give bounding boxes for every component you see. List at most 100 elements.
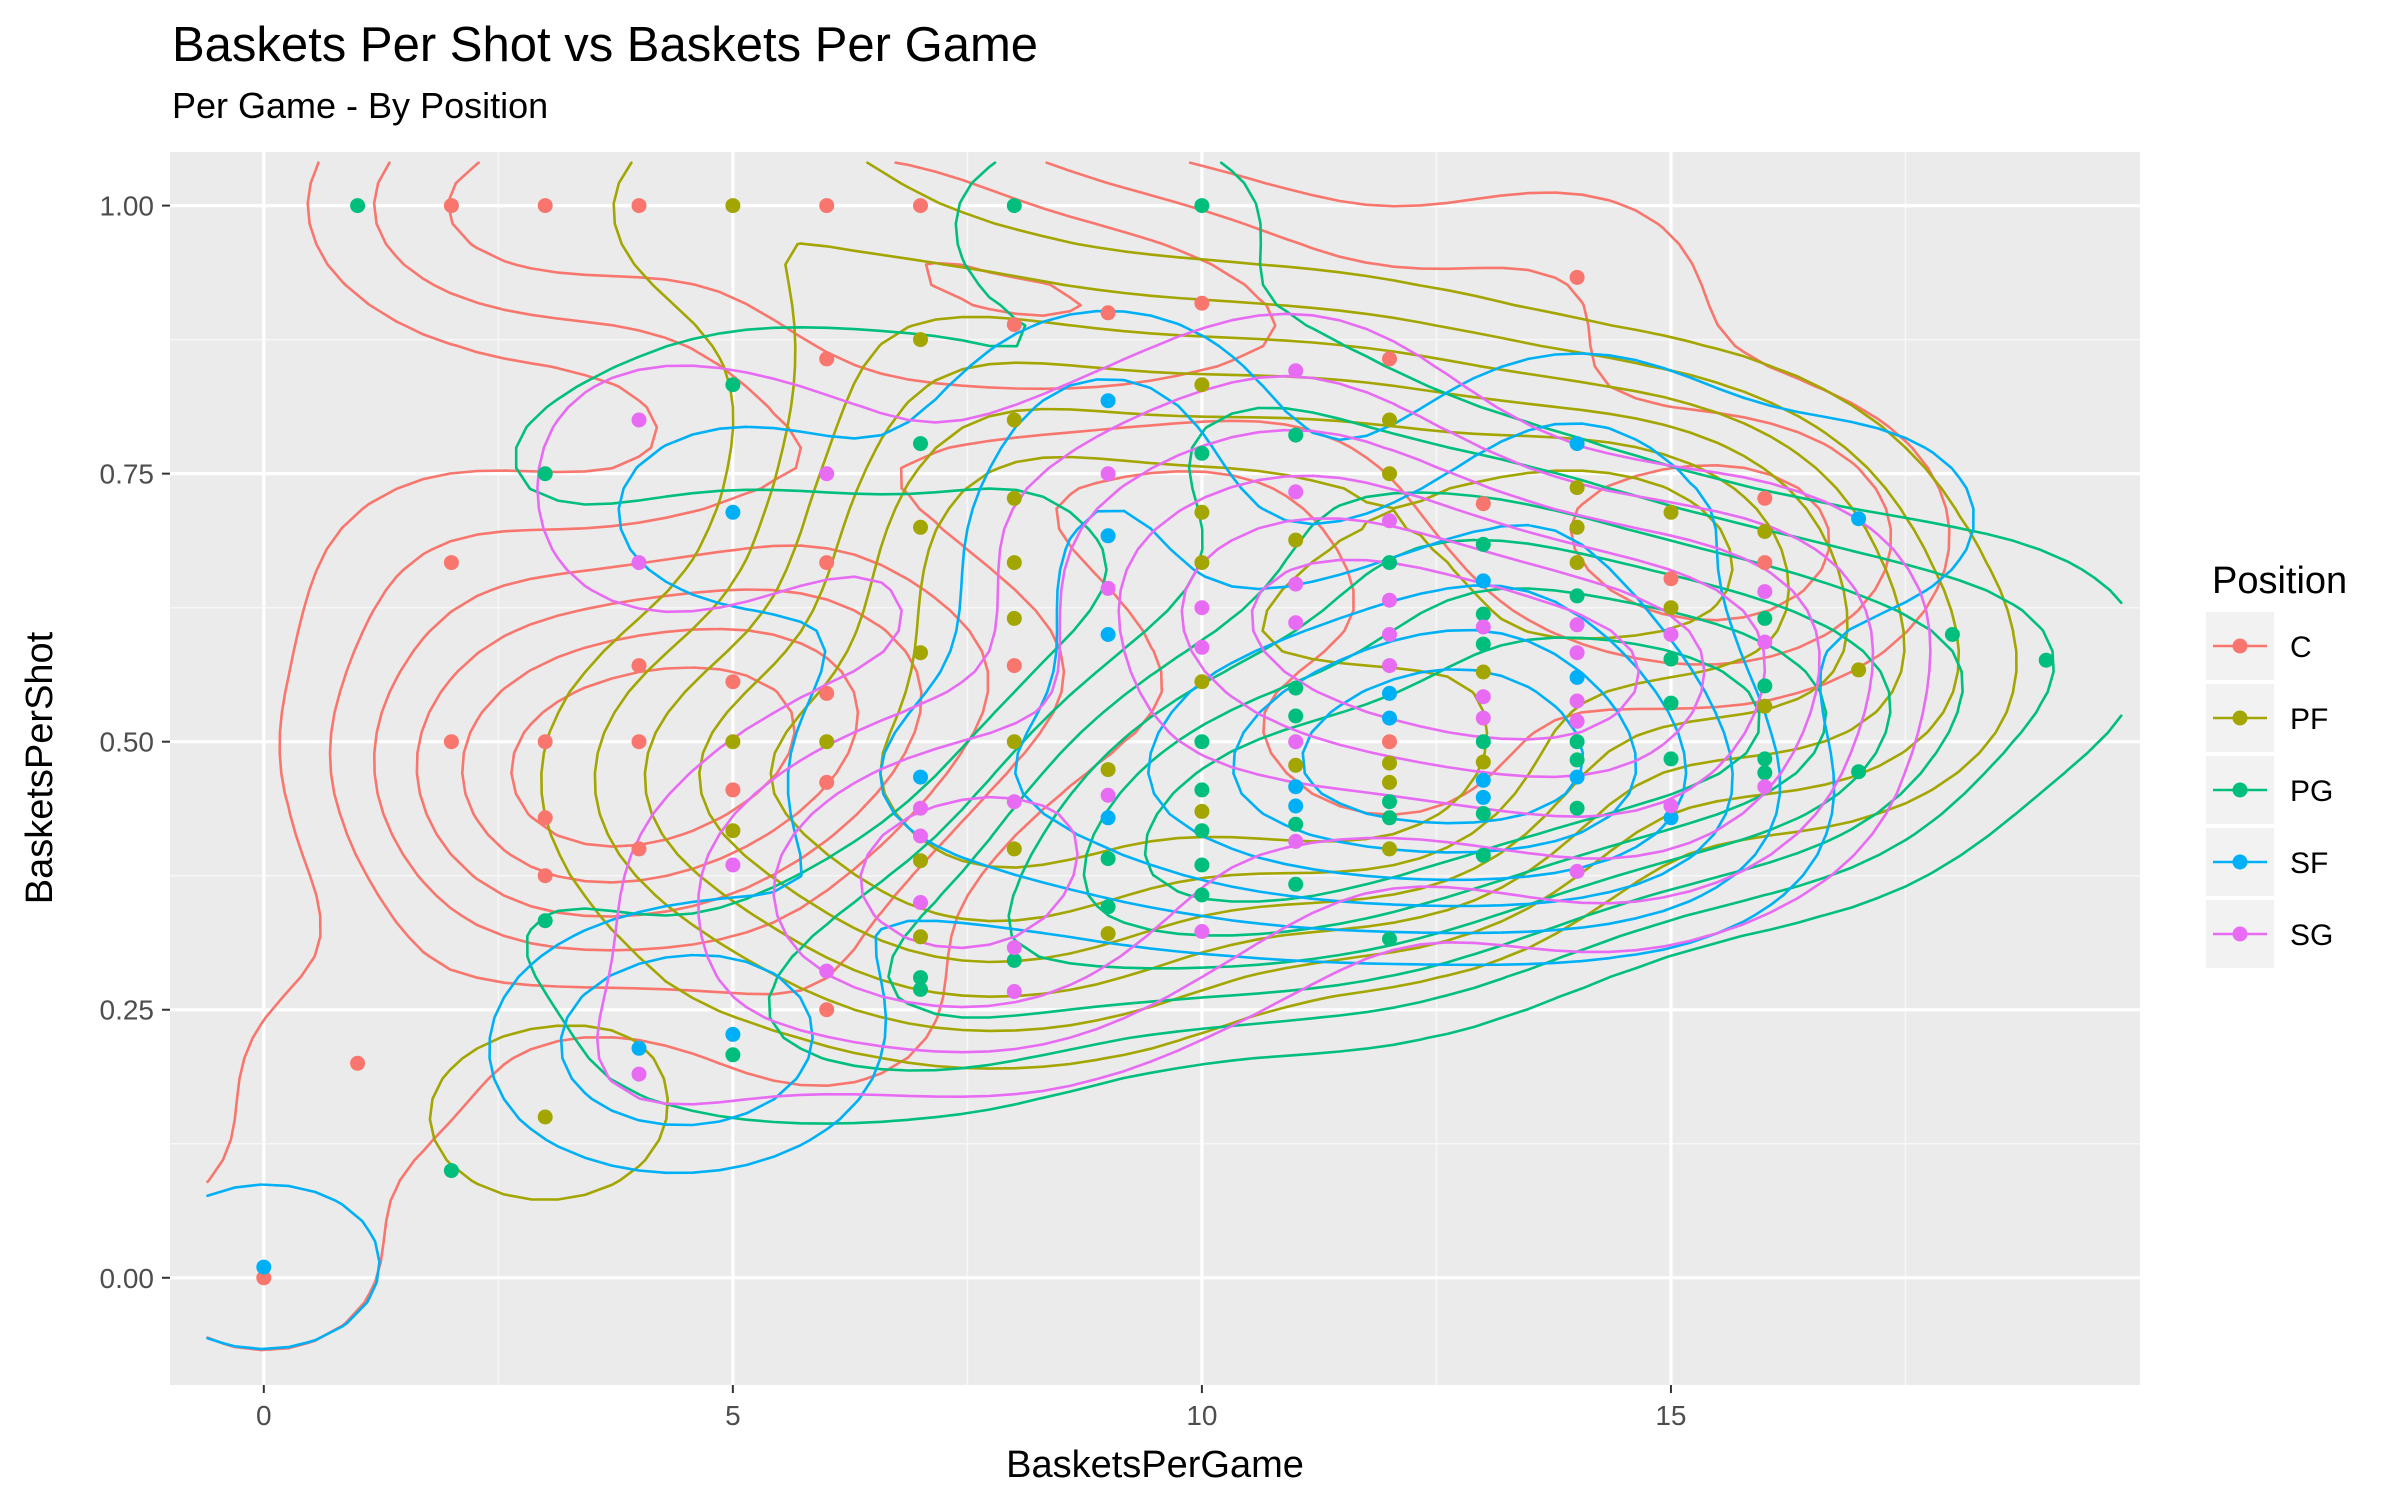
point-SG [1475,689,1491,705]
x-tick-label: 15 [1655,1400,1686,1431]
point-PF [1569,555,1585,571]
point-SG [1757,634,1773,650]
x-tick-label: 10 [1186,1400,1217,1431]
point-PG [725,377,741,393]
point-SG [1382,592,1397,608]
point-C [443,555,459,571]
point-C [631,734,647,750]
point-SF [1100,393,1116,409]
point-PG [1382,794,1397,810]
legend: Position C PF PG SF SG [2206,560,2347,968]
point-PG [1288,876,1304,892]
point-C [819,1002,835,1018]
legend-label-C: C [2290,631,2312,664]
point-SF [1475,789,1491,805]
point-SF [631,1040,647,1056]
point-SG [631,412,647,428]
point-SG [1288,734,1304,750]
point-PG [1382,931,1397,947]
point-PF [1569,480,1585,496]
point-PG [1194,823,1210,839]
point-PG [1006,198,1022,214]
y-tick-label: 0.50 [100,727,155,758]
point-PG [1663,651,1679,667]
point-SG [1475,710,1491,726]
point-C [537,810,553,826]
point-PG [537,466,553,482]
point-PF [1006,555,1022,571]
density-contour-C [415,261,1082,918]
point-SG [1006,984,1022,999]
point-SG [1288,363,1304,379]
density-contour-SF [1301,668,1585,825]
point-SG [1663,798,1679,814]
point-PF [1382,774,1397,790]
point-SF [1569,769,1585,785]
point-PF [1006,841,1022,857]
y-tick-label: 0.75 [100,459,155,490]
point-SG [725,857,741,873]
point-C [537,868,553,884]
point-SF [1569,669,1585,685]
point-SG [631,1066,647,1082]
point-PG [1382,810,1397,826]
density-contour-SG [697,374,1875,1054]
point-PF [1757,524,1773,539]
point-PG [1006,952,1022,968]
point-SG [1382,658,1397,674]
point-C [350,1055,366,1071]
point-PF [725,734,741,750]
density-contour-SF [1232,628,1638,854]
point-PF [1100,762,1116,778]
point-SF [1382,710,1397,726]
point-PG [1569,800,1585,816]
legend-key-point-C [2232,638,2248,654]
point-C [1006,658,1022,674]
density-contour-SG [859,474,1767,950]
legend-key-point-SG [2232,926,2248,942]
point-C [1569,269,1585,285]
point-SG [1663,627,1679,642]
point-PG [1475,606,1491,622]
chart-title: Baskets Per Shot vs Baskets Per Game [172,18,1038,72]
point-PF [1100,926,1116,942]
point-SG [1757,779,1773,795]
point-PF [1663,504,1679,520]
chart-subtitle: Per Game - By Position [172,85,548,126]
point-C [1757,555,1773,571]
density-contour-SG [1250,558,1640,741]
legend-label-PG: PG [2290,775,2333,808]
point-PF [1194,555,1210,571]
point-PG [1194,734,1210,750]
point-SG [1569,863,1585,879]
point-SG [1288,615,1304,631]
point-PF [1569,519,1585,535]
x-axis: 0 5 10 15 [256,1385,1687,1431]
point-PF [1475,664,1491,680]
point-PF [913,929,928,945]
x-tick-label: 0 [256,1400,272,1431]
point-SF [725,1026,741,1042]
point-PF [1382,841,1397,857]
point-PF [913,645,928,661]
point-SG [1569,645,1585,661]
point-PF [1006,734,1022,750]
point-C [631,198,647,214]
point-SG [631,555,647,571]
point-PF [1851,662,1867,678]
point-PG [1194,857,1210,873]
point-PG [1569,588,1585,604]
density-contour-SG [1180,517,1706,779]
point-PG [1944,627,1960,642]
point-PG [1663,751,1679,767]
point-C [256,1270,272,1286]
point-SG [1006,794,1022,810]
point-PF [1194,377,1210,393]
point-SG [1100,787,1116,803]
point-PG [1382,555,1397,571]
point-PG [725,1047,741,1063]
density-contour-SG [536,312,1932,1106]
point-PG [1194,198,1210,214]
point-SG [819,466,835,482]
legend-title: Position [2212,560,2347,602]
